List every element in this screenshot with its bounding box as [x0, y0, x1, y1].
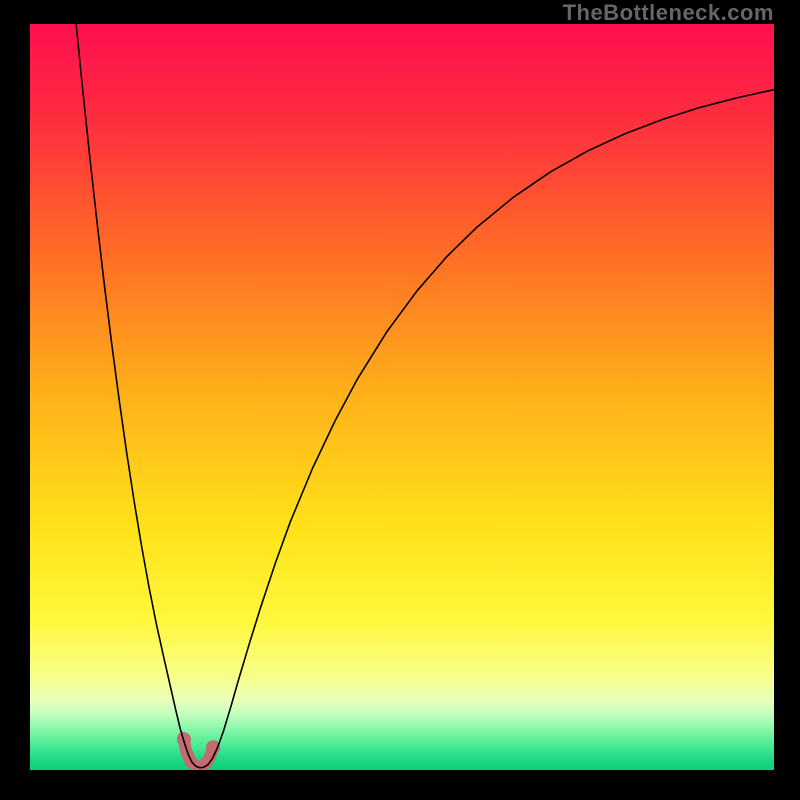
plot-area — [30, 24, 774, 770]
plot-background — [30, 24, 774, 770]
watermark-text: TheBottleneck.com — [563, 0, 774, 26]
plot-svg — [30, 24, 774, 770]
chart-frame: TheBottleneck.com — [0, 0, 800, 800]
